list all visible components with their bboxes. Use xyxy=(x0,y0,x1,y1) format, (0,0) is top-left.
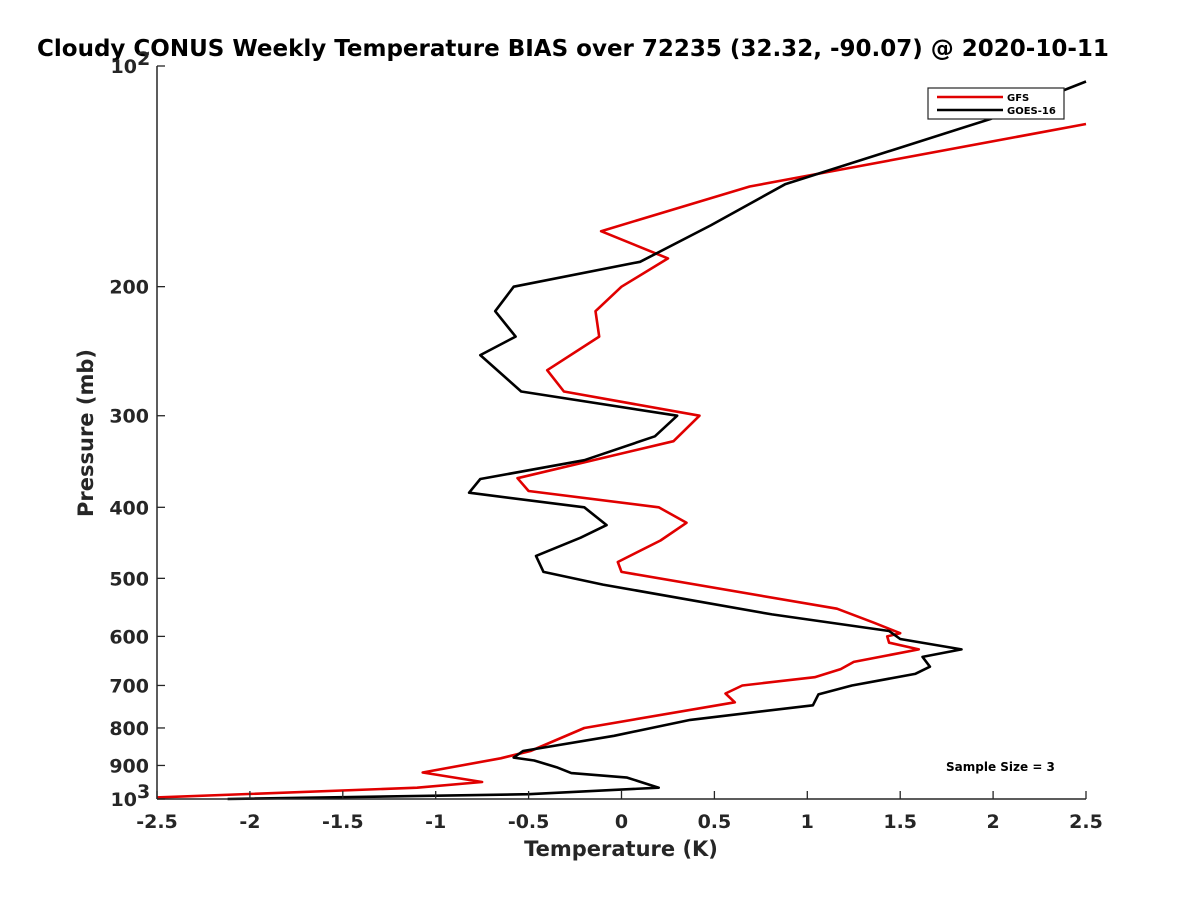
y-tick-label: 10 xyxy=(111,56,137,78)
series-line-gfs xyxy=(156,122,1087,799)
x-tick-label: 1.5 xyxy=(883,811,917,833)
series-line-goes16 xyxy=(227,80,1087,801)
y-tick-exponent: 2 xyxy=(137,48,150,70)
y-tick-label: 700 xyxy=(109,675,149,697)
legend-label-gfs: GFS xyxy=(1007,93,1029,104)
y-tick-label: 500 xyxy=(109,568,149,590)
y-tick-exponent: 3 xyxy=(137,781,150,803)
series-layer xyxy=(156,80,1087,801)
x-tick-label: -0.5 xyxy=(508,811,550,833)
x-tick-label: -2 xyxy=(239,811,260,833)
y-tick-label: 300 xyxy=(109,406,149,428)
y-tick-label: 800 xyxy=(109,718,149,740)
legend-label-goes16: GOES-16 xyxy=(1007,106,1056,117)
x-tick-label: -1.5 xyxy=(322,811,364,833)
x-tick-label: -2.5 xyxy=(136,811,178,833)
x-tick-label: 2.5 xyxy=(1069,811,1103,833)
y-tick-label: 400 xyxy=(109,497,149,519)
x-ticks: -2.5 -2 -1.5 -1 -0.5 0 0.5 1 1.5 2 2.5 xyxy=(136,791,1103,833)
sample-size-annotation: Sample Size = 3 xyxy=(946,760,1055,774)
y-tick-label: 10 xyxy=(111,789,137,811)
x-tick-label: 2 xyxy=(986,811,999,833)
legend-box xyxy=(927,87,1065,120)
x-tick-label: 0 xyxy=(615,811,628,833)
x-tick-label: -1 xyxy=(425,811,446,833)
chart-title: Cloudy CONUS Weekly Temperature BIAS ove… xyxy=(37,36,1109,62)
y-tick-label: 900 xyxy=(109,755,149,777)
plot-area xyxy=(157,66,1086,799)
legend: GFS GOES-16 xyxy=(927,87,1065,120)
y-axis-label: Pressure (mb) xyxy=(74,349,98,517)
y-tick-label: 600 xyxy=(109,626,149,648)
x-tick-label: 1 xyxy=(801,811,814,833)
y-tick-label: 200 xyxy=(109,277,149,299)
x-tick-label: 0.5 xyxy=(698,811,732,833)
x-axis-label: Temperature (K) xyxy=(524,837,718,861)
